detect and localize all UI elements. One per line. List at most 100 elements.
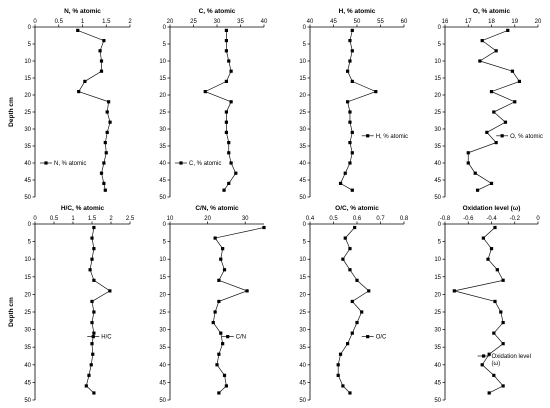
y-tick-label: 30 [299, 127, 306, 133]
y-tick-label: 35 [434, 345, 441, 351]
data-point [486, 257, 490, 261]
data-point [489, 181, 494, 185]
data-point [224, 28, 228, 32]
data-point [499, 310, 503, 314]
data-point [227, 141, 231, 145]
legend-label: O/C [376, 335, 387, 341]
x-tick-label: 0 [33, 19, 37, 25]
legend: N, % atomic [40, 161, 86, 167]
legend-marker [226, 335, 230, 339]
y-tick-label: 50 [24, 195, 31, 201]
y-tick-label: 35 [24, 144, 31, 150]
y-tick-label: 50 [159, 398, 166, 404]
data-point [343, 171, 347, 175]
y-tick-label: 20 [434, 292, 441, 298]
y-tick-label: 25 [434, 310, 441, 316]
legend: H/C [87, 335, 112, 341]
y-tick-label: 0 [303, 25, 307, 31]
data-point [99, 59, 104, 63]
legend-label: C/N [236, 335, 246, 341]
y-tick-label: 15 [24, 275, 31, 281]
data-point [350, 331, 354, 335]
x-tick-label: 0.5 [50, 216, 59, 222]
data-point [473, 171, 477, 175]
series-line [454, 227, 504, 394]
data-point [466, 151, 470, 155]
legend-label: H/C [101, 335, 112, 341]
y-tick-label: 50 [434, 195, 441, 201]
data-point [90, 320, 94, 325]
data-point [213, 236, 217, 240]
data-point [346, 100, 350, 104]
y-tick-label: 0 [28, 25, 32, 31]
x-tick-label: 0.8 [400, 216, 409, 222]
data-point [224, 384, 228, 388]
y-tick-label: 30 [434, 328, 441, 334]
y-tick-label: 50 [24, 398, 31, 404]
x-tick-label: 20 [204, 216, 211, 222]
y-tick-label: 5 [303, 42, 307, 48]
legend-marker [481, 354, 486, 358]
series-line [212, 227, 265, 394]
y-tick-label: 30 [159, 127, 166, 133]
y-tick-label: 20 [434, 93, 441, 99]
y-tick-label: 30 [434, 127, 441, 133]
data-point [88, 268, 92, 272]
data-point [219, 257, 223, 261]
data-point [338, 352, 343, 356]
y-tick-label: 15 [434, 76, 441, 82]
y-tick-label: 15 [299, 76, 306, 82]
data-point [245, 289, 249, 293]
data-point [353, 225, 357, 230]
data-point [222, 268, 227, 272]
data-point [227, 59, 231, 63]
y-tick-label: 20 [159, 93, 166, 99]
y-tick-label: 45 [159, 178, 166, 184]
y-tick-label: 5 [438, 240, 442, 246]
y-axis-label: Depth cm [8, 97, 15, 127]
data-point [92, 247, 96, 251]
chart-panel-5: H/C, % atomic 0 0.5 1 1.5 2 2.5 0 5 10 15 20 25 30 35 4… [8, 205, 135, 404]
data-point [227, 151, 231, 155]
data-point [494, 49, 498, 53]
data-point [513, 100, 517, 104]
x-tick-label: -0.6 [463, 216, 474, 222]
y-tick-label: 5 [28, 42, 32, 48]
data-point [348, 39, 352, 43]
legend-marker [366, 335, 370, 339]
data-point [99, 171, 104, 175]
y-tick-label: 10 [434, 257, 441, 263]
legend: H, % atomic [361, 134, 408, 140]
data-point [90, 342, 94, 346]
data-point [217, 352, 221, 356]
chart-panel-2: C, % atomic 20 25 30 35 40 0 5 10 15 20 25 30 35 40 45 5… [159, 8, 268, 201]
y-tick-label: 5 [163, 42, 167, 48]
data-point [480, 39, 484, 43]
data-point [105, 110, 109, 114]
data-point [222, 188, 226, 192]
data-point [350, 130, 354, 134]
data-point [91, 352, 95, 356]
data-point [229, 69, 233, 73]
legend-label: C, % atomic [189, 161, 221, 167]
data-point [350, 28, 354, 32]
y-tick-label: 10 [159, 59, 166, 65]
y-tick-label: 45 [434, 178, 441, 184]
y-tick-label: 45 [24, 178, 31, 184]
legend: C/N [221, 335, 246, 341]
y-tick-label: 15 [434, 275, 441, 281]
data-point [102, 181, 106, 185]
chart-panel-7: O/C, % atomic 0.4 0.5 0.6 0.7 0.8 0 5 10 15 20 25 30… [299, 205, 409, 404]
y-tick-label: 25 [159, 310, 166, 316]
data-point [489, 90, 494, 94]
legend-marker [44, 161, 48, 165]
y-tick-label: 5 [163, 240, 167, 246]
data-point [350, 79, 354, 83]
series-line [340, 30, 377, 191]
y-tick-label: 50 [159, 195, 166, 201]
data-point [481, 236, 485, 240]
data-point [217, 391, 221, 395]
y-tick-label: 40 [434, 363, 441, 369]
data-point [348, 161, 352, 165]
data-point [92, 331, 96, 335]
